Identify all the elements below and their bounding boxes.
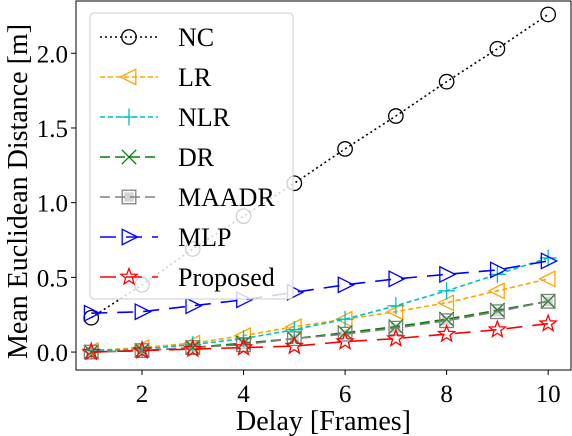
data-point-maadr-10-outer	[540, 293, 556, 309]
x-tick-label-10: 10	[536, 381, 561, 408]
legend-entry-proposed: Proposed	[100, 263, 275, 292]
x-tick-label-2: 2	[136, 381, 149, 408]
legend-marker-nc	[121, 29, 137, 45]
legend-entry-lr: LR	[100, 63, 212, 92]
data-point-nlr-6	[336, 310, 354, 328]
legend-marker-maadr	[121, 189, 137, 205]
y-tick-label-1: 1.0	[37, 191, 68, 218]
y-tick-label-1.5: 1.5	[37, 116, 68, 143]
y-tick-label-0.5: 0.5	[37, 265, 68, 292]
data-point-mlp-10	[540, 252, 559, 270]
data-point-maadr-9-outer	[489, 304, 505, 320]
data-point-mlp-8	[439, 265, 457, 284]
data-point-mlp-9	[489, 261, 508, 279]
legend-entry-nc: NC	[100, 23, 214, 52]
data-point-lr-10	[538, 270, 556, 288]
series-line-lr	[91, 278, 549, 352]
legend-marker-maadr-inner	[124, 192, 134, 202]
data-point-proposed-10	[538, 313, 559, 333]
x-axis-label: Delay [Frames]	[236, 406, 411, 436]
data-point-maadr-7-inner	[391, 323, 401, 333]
legend-entry-dr: DR	[100, 143, 215, 172]
data-point-mlp-1	[83, 304, 102, 322]
data-point-lr-9	[487, 282, 505, 300]
legend-label-proposed: Proposed	[178, 263, 275, 292]
data-point-proposed-1	[81, 341, 102, 361]
data-point-maadr-9-inner	[492, 307, 503, 317]
data-point-dr-10	[540, 293, 556, 309]
data-point-nlr-10	[539, 249, 557, 267]
data-point-maadr-9	[489, 304, 505, 320]
data-point-maadr-8-inner	[441, 316, 452, 326]
data-point-maadr-6-outer	[337, 326, 353, 342]
data-point-dr-3	[185, 339, 201, 356]
data-point-nc-10	[540, 6, 557, 23]
series-mlp	[83, 252, 559, 322]
legend-marker-lr	[119, 68, 137, 86]
data-point-mlp-2	[134, 303, 152, 321]
data-point-mlp-6	[337, 276, 356, 294]
data-point-nlr-5	[285, 321, 303, 339]
data-point-maadr-3-inner	[188, 342, 198, 353]
x-tick-label-4: 4	[237, 381, 250, 408]
legend: NC LR NLR DR MAADR MLP Proposed	[89, 12, 294, 300]
axes-layer: 2 4 6 8 10 0.0 0.5 1.0 1.5 2.0	[37, 0, 572, 408]
legend-label-maadr: MAADR	[178, 183, 275, 212]
data-point-proposed-7	[385, 328, 406, 348]
legend-entry-nlr: NLR	[100, 103, 231, 132]
data-point-lr-7	[385, 303, 404, 321]
series-line-maadr	[91, 300, 549, 353]
data-point-nc-6	[337, 141, 353, 157]
data-point-nc-9	[489, 40, 506, 57]
plot-frame	[75, 0, 572, 371]
y-tick-label-2: 2.0	[37, 41, 68, 68]
data-point-nc-7	[387, 108, 404, 124]
legend-box	[89, 12, 294, 300]
legend-label-dr: DR	[178, 143, 215, 172]
data-point-proposed-3	[182, 338, 203, 358]
data-point-mlp-3	[185, 297, 203, 315]
data-point-maadr-7	[388, 320, 404, 336]
legend-label-nc: NC	[178, 23, 214, 52]
data-point-proposed-8	[436, 323, 457, 343]
y-tick-label-0: 0.0	[37, 340, 68, 367]
legend-label-nlr: NLR	[178, 103, 231, 132]
data-point-proposed-5	[284, 335, 305, 355]
data-point-maadr-10	[540, 293, 556, 309]
data-point-nlr-8	[438, 282, 456, 300]
y-axis-label: Mean Euclidean Distance [m]	[3, 24, 34, 359]
data-point-proposed-2	[132, 340, 152, 359]
data-point-proposed-9	[487, 319, 508, 339]
x-tick-label-8: 8	[440, 381, 453, 408]
data-point-maadr-4-inner	[238, 339, 249, 350]
data-point-nc-8	[438, 73, 455, 90]
legend-marker-nlr	[120, 108, 138, 126]
data-point-proposed-4	[233, 337, 254, 356]
legend-label-mlp: MLP	[178, 223, 231, 252]
legend-marker-mlp	[121, 228, 139, 246]
data-point-maadr-10-inner	[543, 296, 553, 306]
legend-marker-dr	[121, 149, 137, 165]
data-point-mlp-7	[388, 270, 406, 288]
legend-label-lr: LR	[178, 63, 212, 92]
data-point-lr-8	[436, 294, 455, 312]
series-proposed	[81, 313, 559, 361]
legend-marker-maadr-outer	[121, 189, 137, 205]
data-point-nlr-7	[387, 297, 405, 315]
legend-entry-maadr: MAADR	[100, 183, 275, 212]
data-point-proposed-6	[335, 331, 355, 350]
data-point-maadr-5-outer	[286, 331, 302, 347]
legend-entry-mlp: MLP	[100, 223, 231, 252]
data-point-maadr-2-inner	[137, 345, 147, 356]
legend-marker-proposed	[119, 266, 139, 286]
x-tick-label-6: 6	[339, 381, 352, 408]
data-point-maadr-7-outer	[388, 320, 404, 336]
series-line-nlr	[91, 257, 549, 352]
